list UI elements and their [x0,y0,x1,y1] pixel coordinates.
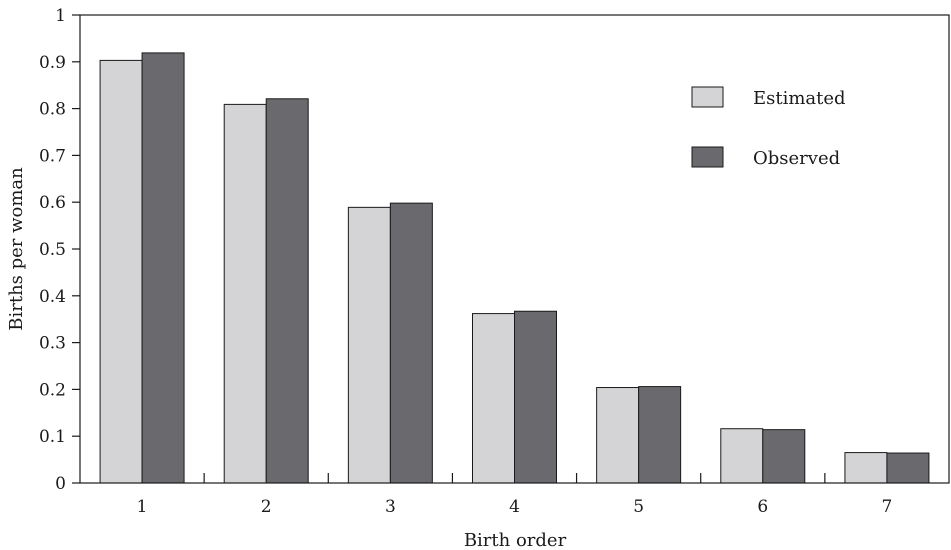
bar-observed-6 [762,429,806,484]
bar-estimated-3 [347,206,391,484]
y-tick-label: 0.6 [39,193,66,213]
y-tick-label: 0.2 [39,380,66,400]
x-tick-label: 4 [509,497,520,517]
bar-estimated-4 [472,313,515,484]
y-axis-title: Births per woman [6,167,27,331]
x-tick-label: 1 [137,497,148,517]
bar-estimated-5 [596,387,640,484]
y-tick-label: 0 [55,474,66,494]
y-tick-label: 0.8 [39,100,66,120]
x-axis-title: Birth order [464,530,567,550]
bar-observed-2 [265,98,309,484]
legend-swatch-observed [691,146,724,168]
legend-label-observed: Observed [753,148,840,169]
y-tick-label: 0.3 [39,334,66,354]
y-tick-label: 0.4 [39,287,66,307]
legend: Estimated Observed [691,86,846,169]
y-tick-label: 1 [55,6,66,26]
x-tick-label: 2 [261,497,272,517]
bar-estimated-2 [223,103,267,484]
bar-estimated-7 [844,452,888,484]
bar-estimated-6 [720,428,764,484]
y-tick-label: 0.1 [39,427,66,447]
bar-observed-1 [141,52,185,484]
y-tick-label: 0.5 [39,240,66,260]
bar-observed-7 [886,452,930,484]
y-tick-label: 0.9 [39,53,66,73]
x-tick-label: 5 [633,497,644,517]
legend-label-estimated: Estimated [753,88,846,109]
bar-observed-5 [638,386,682,484]
x-tick-label: 7 [882,497,893,517]
bars-layer [99,52,930,484]
bar-observed-3 [389,202,433,484]
bar-estimated-1 [99,59,143,484]
x-tick-label: 6 [757,497,768,517]
bar-observed-4 [514,310,557,484]
legend-swatch-estimated [691,86,724,108]
ticks-layer: 0 0.1 0.2 0.3 0.4 0.5 0.6 0.7 0.8 0.9 1 1 2 3 4 5 6 7 [39,6,892,517]
x-tick-label: 3 [385,497,396,517]
y-tick-label: 0.7 [39,146,66,166]
